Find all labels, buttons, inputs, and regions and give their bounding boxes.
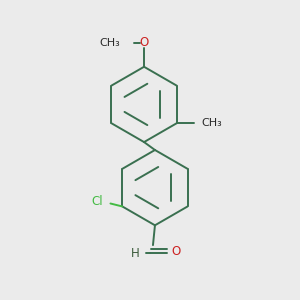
Text: H: H <box>131 247 140 260</box>
Text: O: O <box>172 244 181 258</box>
Text: O: O <box>140 37 149 50</box>
Text: CH₃: CH₃ <box>100 38 120 48</box>
Text: Cl: Cl <box>91 195 103 208</box>
Text: CH₃: CH₃ <box>201 118 222 128</box>
